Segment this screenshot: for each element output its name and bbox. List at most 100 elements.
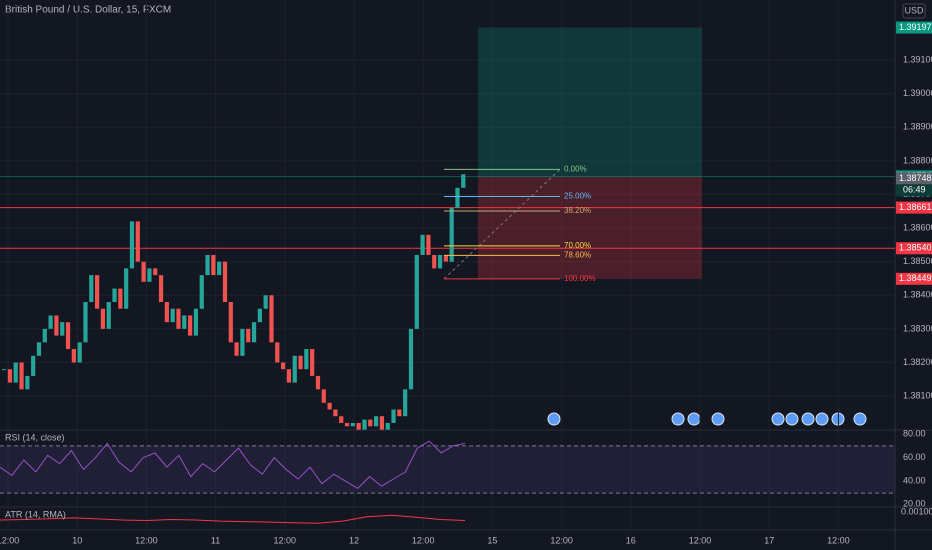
rsi-tick-label: 60.00 xyxy=(903,452,926,462)
candle xyxy=(374,416,379,427)
candle xyxy=(158,275,164,303)
fib-label: 25.00% xyxy=(564,192,591,201)
price-tick-label: 1.39000 xyxy=(903,88,932,98)
price-tick-label: 1.38800 xyxy=(903,155,932,165)
event-icon xyxy=(547,412,561,426)
candles xyxy=(2,174,466,430)
candle xyxy=(234,342,239,356)
time-tick-label: 17 xyxy=(764,535,774,545)
candle xyxy=(147,268,152,282)
time-tick-label: 12:00 xyxy=(135,535,158,545)
price-label: 1.38661 xyxy=(899,202,932,212)
candle xyxy=(420,234,425,255)
fib-trend xyxy=(443,168,561,280)
candle xyxy=(211,254,216,276)
candle xyxy=(182,315,187,329)
candle xyxy=(112,288,117,303)
atr-tick-label: 0.00100 xyxy=(901,506,932,516)
price-label-bg xyxy=(896,272,932,285)
candle xyxy=(251,322,257,343)
candle xyxy=(356,422,361,430)
rsi-band xyxy=(0,445,895,494)
fib-label: 70.00% xyxy=(564,241,591,250)
event-icon xyxy=(815,412,829,426)
candle xyxy=(188,315,193,336)
candle xyxy=(205,254,210,276)
candle xyxy=(432,254,437,269)
countdown: 06:49 xyxy=(903,185,926,195)
candle xyxy=(269,295,274,343)
symbol-title: British Pound / U.S. Dollar, 15, FXCM xyxy=(5,5,171,16)
price-tick-label: 1.38400 xyxy=(903,290,932,300)
candle xyxy=(222,261,228,303)
candle xyxy=(71,349,76,363)
candle xyxy=(315,375,321,390)
countdown-bg xyxy=(896,184,932,197)
rsi-title: RSI (14, close) xyxy=(5,432,65,442)
candle xyxy=(100,308,106,329)
candle xyxy=(89,275,94,303)
candle xyxy=(304,349,309,370)
candle xyxy=(176,308,181,329)
candle xyxy=(391,409,396,423)
time-tick-label: 10 xyxy=(72,535,82,545)
event-icon xyxy=(711,412,725,426)
candle xyxy=(426,234,431,255)
candle xyxy=(60,322,65,336)
candle xyxy=(31,355,36,376)
time-tick-label: 12 xyxy=(349,535,359,545)
event-icon xyxy=(687,412,701,426)
candle xyxy=(292,355,297,383)
price-label: 1.38449 xyxy=(899,273,932,283)
loss-zone xyxy=(478,176,702,279)
candle xyxy=(83,302,88,343)
price-label-bg xyxy=(896,201,932,214)
candle xyxy=(240,328,245,356)
price-tick-label: 1.38200 xyxy=(903,357,932,367)
currency[interactable]: USD xyxy=(904,5,924,15)
price-label-bg xyxy=(896,21,932,34)
candle xyxy=(129,221,135,269)
atr-line xyxy=(0,514,466,524)
candle xyxy=(275,342,280,363)
event-icon xyxy=(853,412,867,426)
candle xyxy=(327,402,332,410)
candle xyxy=(36,342,42,356)
rsi-tick-label: 20.00 xyxy=(903,498,926,508)
currency-button[interactable] xyxy=(902,3,926,19)
rsi-tick-label: 40.00 xyxy=(903,476,926,486)
price-label-bg xyxy=(896,242,932,255)
candle xyxy=(298,355,303,370)
rsi-tick-label: 80.00 xyxy=(903,428,926,438)
price-label: 1.38748 xyxy=(899,173,932,183)
time-tick-label: 16 xyxy=(626,535,636,545)
candle xyxy=(217,261,222,276)
candle xyxy=(228,302,233,343)
candle xyxy=(414,254,419,329)
candle xyxy=(65,322,71,350)
candle xyxy=(286,369,292,383)
candle xyxy=(106,302,111,329)
price-tick-label: 1.38500 xyxy=(903,256,932,266)
event-icon xyxy=(785,412,799,426)
candle xyxy=(246,328,251,343)
candle xyxy=(437,254,443,269)
time-tick-label: 15 xyxy=(487,535,497,545)
profit-zone xyxy=(478,27,702,177)
candle xyxy=(333,409,338,417)
time-tick-label: 12:00 xyxy=(412,535,435,545)
candle xyxy=(362,419,367,430)
candle xyxy=(461,174,466,188)
price-tick-label: 1.38600 xyxy=(903,222,932,232)
candle xyxy=(443,254,448,262)
candle xyxy=(321,389,326,403)
candle xyxy=(13,362,18,383)
candle xyxy=(257,308,262,323)
candle xyxy=(397,409,402,417)
atr-title: ATR (14, RMA) xyxy=(5,509,66,519)
candle xyxy=(193,308,199,336)
candle xyxy=(19,362,24,390)
event-icons xyxy=(547,412,867,426)
fib-label: 78.60% xyxy=(564,250,591,259)
candle xyxy=(263,295,268,309)
